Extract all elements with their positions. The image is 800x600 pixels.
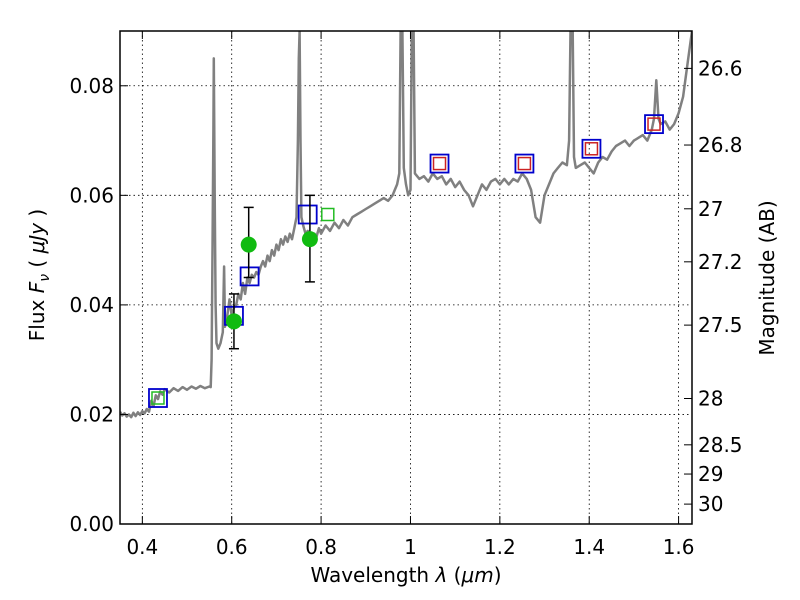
magnitude-tick-label: 27.5 [698, 313, 743, 337]
y-axis-ticks: 0.00 0.02 0.04 0.06 0.08 [69, 74, 128, 536]
x-tick-label: 1.2 [484, 535, 516, 559]
x-tick-label: 0.6 [216, 535, 248, 559]
photometry-markers [148, 114, 664, 408]
magnitude-tick-label: 27 [698, 197, 723, 221]
model-photometry-marker [581, 138, 602, 159]
x-axis-ticks: 0.4 0.6 0.8 1 1.2 1.4 1.6 [126, 31, 695, 559]
model-photometry-marker [297, 204, 318, 225]
plot-frame [119, 30, 693, 525]
x-tick-label: 1 [404, 535, 417, 559]
infrared-band-marker [584, 142, 599, 156]
magnitude-tick-label: 30 [698, 492, 723, 516]
y-tick-label: 0.04 [69, 293, 114, 317]
x-tick-label: 1.6 [663, 535, 695, 559]
x-tick-label: 0.4 [126, 535, 158, 559]
observed-flux-point [301, 231, 318, 248]
magnitude-tick-label: 28.5 [698, 433, 743, 457]
infrared-band-marker [432, 156, 447, 171]
model-photometry-marker [514, 153, 535, 174]
optical-band-marker [151, 391, 165, 405]
y-tick-label: 0.06 [69, 183, 114, 207]
magnitude-tick-label: 28 [698, 387, 723, 411]
magnitude-axis-ticks: 26.6 26.8 27 27.2 27.5 28 28.5 29 30 [684, 56, 743, 516]
y-tick-label: 0.08 [69, 74, 114, 98]
y-tick-label: 0.02 [69, 402, 114, 426]
observed-flux-point [225, 313, 242, 330]
magnitude-tick-label: 26.8 [698, 133, 743, 157]
observed-flux-point [240, 236, 257, 253]
model-photometry-marker [148, 388, 168, 408]
model-photometry-marker [429, 153, 450, 174]
x-tick-label: 0.8 [305, 535, 337, 559]
y-tick-label: 0.00 [69, 512, 114, 536]
magnitude-axis-label: Magnitude (AB) [755, 200, 779, 355]
model-photometry-marker [239, 266, 260, 287]
x-tick-label: 1.4 [573, 535, 605, 559]
spectrum-layer [120, 31, 692, 419]
model-photometry-marker [644, 114, 664, 135]
magnitude-tick-label: 26.6 [698, 56, 743, 80]
magnitude-tick-label: 27.2 [698, 250, 743, 274]
infrared-band-marker [647, 117, 661, 131]
grid-lines [120, 31, 692, 525]
optical-band-marker [321, 207, 335, 222]
magnitude-tick-label: 29 [698, 462, 723, 486]
model-spectrum-line [120, 31, 692, 419]
infrared-band-marker [517, 156, 532, 171]
x-axis-label: Wavelength λ (μm) [310, 563, 501, 587]
y-axis-label: Flux Fν ( μJy ) [25, 209, 53, 341]
